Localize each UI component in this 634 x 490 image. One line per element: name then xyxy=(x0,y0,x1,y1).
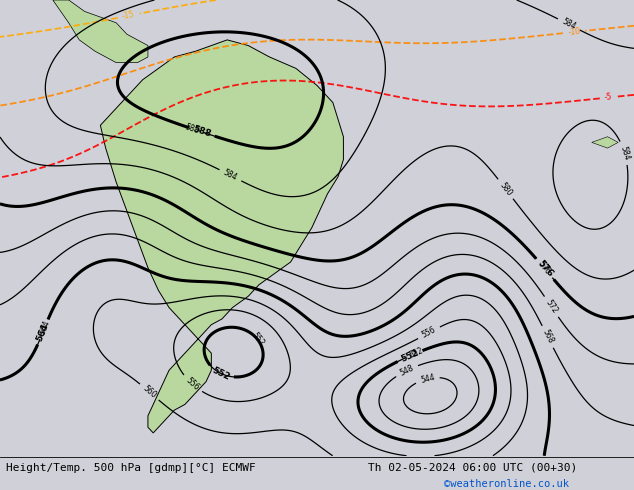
Text: 556: 556 xyxy=(420,325,437,340)
Text: 576: 576 xyxy=(536,259,555,279)
Text: 552: 552 xyxy=(210,365,231,382)
Text: 548: 548 xyxy=(398,363,415,378)
Text: Th 02-05-2024 06:00 UTC (00+30): Th 02-05-2024 06:00 UTC (00+30) xyxy=(368,463,577,473)
Text: ©weatheronline.co.uk: ©weatheronline.co.uk xyxy=(444,479,569,489)
Text: 552: 552 xyxy=(249,331,266,348)
Text: -15: -15 xyxy=(122,10,136,21)
Text: -5: -5 xyxy=(604,93,613,102)
Text: 572: 572 xyxy=(543,298,559,315)
Text: 556: 556 xyxy=(184,376,201,392)
Text: 544: 544 xyxy=(419,373,436,385)
Text: 580: 580 xyxy=(498,180,514,197)
Text: 576: 576 xyxy=(536,260,552,277)
Text: 588: 588 xyxy=(191,125,212,139)
Polygon shape xyxy=(592,137,618,148)
Text: 584: 584 xyxy=(222,168,239,183)
Text: 584: 584 xyxy=(618,145,631,161)
Text: 588: 588 xyxy=(184,122,200,135)
Text: 568: 568 xyxy=(540,328,555,345)
Text: 584: 584 xyxy=(560,17,578,32)
Polygon shape xyxy=(100,40,344,433)
Text: Height/Temp. 500 hPa [gdmp][°C] ECMWF: Height/Temp. 500 hPa [gdmp][°C] ECMWF xyxy=(6,463,256,473)
Polygon shape xyxy=(53,0,148,63)
Text: -10: -10 xyxy=(567,27,581,37)
Text: 564: 564 xyxy=(38,319,51,336)
Text: 564: 564 xyxy=(35,321,51,343)
Text: 552: 552 xyxy=(408,346,425,360)
Text: 560: 560 xyxy=(141,384,158,400)
Text: 552: 552 xyxy=(399,348,420,364)
